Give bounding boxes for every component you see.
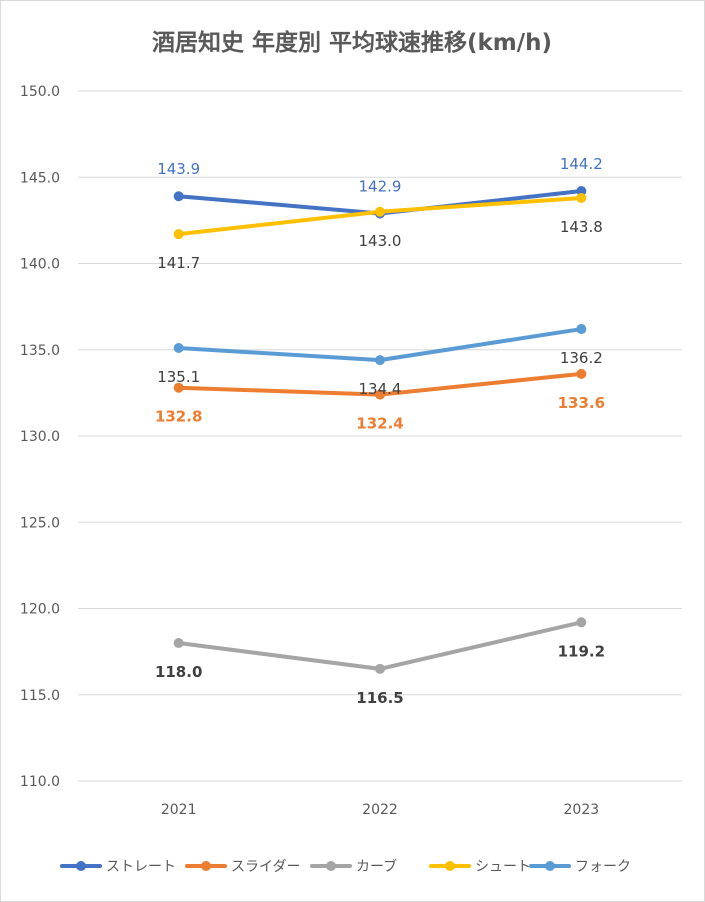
data-point (173, 229, 184, 240)
legend-swatch-marker (445, 861, 455, 871)
x-axis: 2021 2022 2023 (161, 802, 599, 818)
data-point (576, 368, 587, 379)
y-tick-label: 135.0 (20, 343, 60, 359)
data-point (576, 324, 587, 335)
legend-label: シュート (475, 859, 531, 875)
data-point (375, 389, 385, 400)
legend-swatch-marker (545, 861, 555, 871)
data-label: 132.8 (155, 408, 202, 426)
data-point (375, 355, 385, 366)
y-tick-label: 150.0 (20, 84, 60, 100)
x-tick-label: 2023 (564, 802, 600, 818)
data-point (173, 191, 184, 202)
legend-swatch-marker (326, 861, 336, 871)
y-tick-label: 130.0 (20, 429, 60, 445)
chart-title: 酒居知史 年度別 平均球速推移(km/h) (152, 29, 552, 56)
data-point (173, 382, 184, 393)
legend-label: カーブ (356, 858, 397, 875)
gridlines (78, 90, 682, 782)
legend: ストレート スライダー カーブ シュート フォーク (60, 858, 631, 875)
legend-label: スライダー (231, 859, 300, 875)
data-point (576, 186, 587, 197)
data-label: 134.4 (359, 380, 402, 398)
y-tick-label: 145.0 (20, 170, 60, 186)
x-tick-label: 2021 (161, 802, 197, 818)
y-tick-label: 140.0 (20, 257, 60, 273)
y-tick-label: 110.0 (20, 774, 60, 790)
data-label: 141.7 (157, 254, 200, 272)
y-tick-label: 115.0 (20, 688, 60, 704)
data-label: 144.2 (560, 155, 603, 173)
legend-swatch-marker (201, 861, 211, 871)
data-labels: 143.9 142.9 144.2 132.8 132.4 133.6 118.0 116.5… (155, 155, 605, 707)
data-label: 136.2 (560, 349, 603, 367)
data-point (173, 638, 184, 648)
data-point (173, 343, 184, 354)
data-label: 142.9 (359, 177, 402, 195)
series-group (173, 186, 587, 674)
data-point (375, 663, 385, 674)
legend-swatch-marker (76, 861, 86, 871)
data-label: 132.4 (356, 415, 403, 433)
data-point (576, 617, 587, 628)
data-point (375, 206, 385, 217)
data-label: 143.8 (560, 218, 603, 236)
data-label: 118.0 (155, 663, 202, 681)
y-tick-label: 125.0 (20, 515, 60, 531)
legend-label: フォーク (575, 859, 631, 875)
data-label: 119.2 (558, 642, 605, 660)
y-axis: 110.0 115.0 120.0 125.0 130.0 135.0 140.0 145.0… (20, 84, 60, 790)
x-tick-label: 2022 (362, 802, 398, 818)
data-label: 135.1 (157, 368, 200, 386)
data-label: 116.5 (356, 689, 403, 707)
series-line (176, 620, 584, 671)
data-label: 143.0 (359, 232, 402, 250)
data-point (576, 192, 587, 203)
y-tick-label: 120.0 (20, 602, 60, 618)
legend-label: ストレート (106, 859, 176, 875)
data-label: 143.9 (157, 160, 200, 178)
data-label: 133.6 (558, 394, 605, 412)
